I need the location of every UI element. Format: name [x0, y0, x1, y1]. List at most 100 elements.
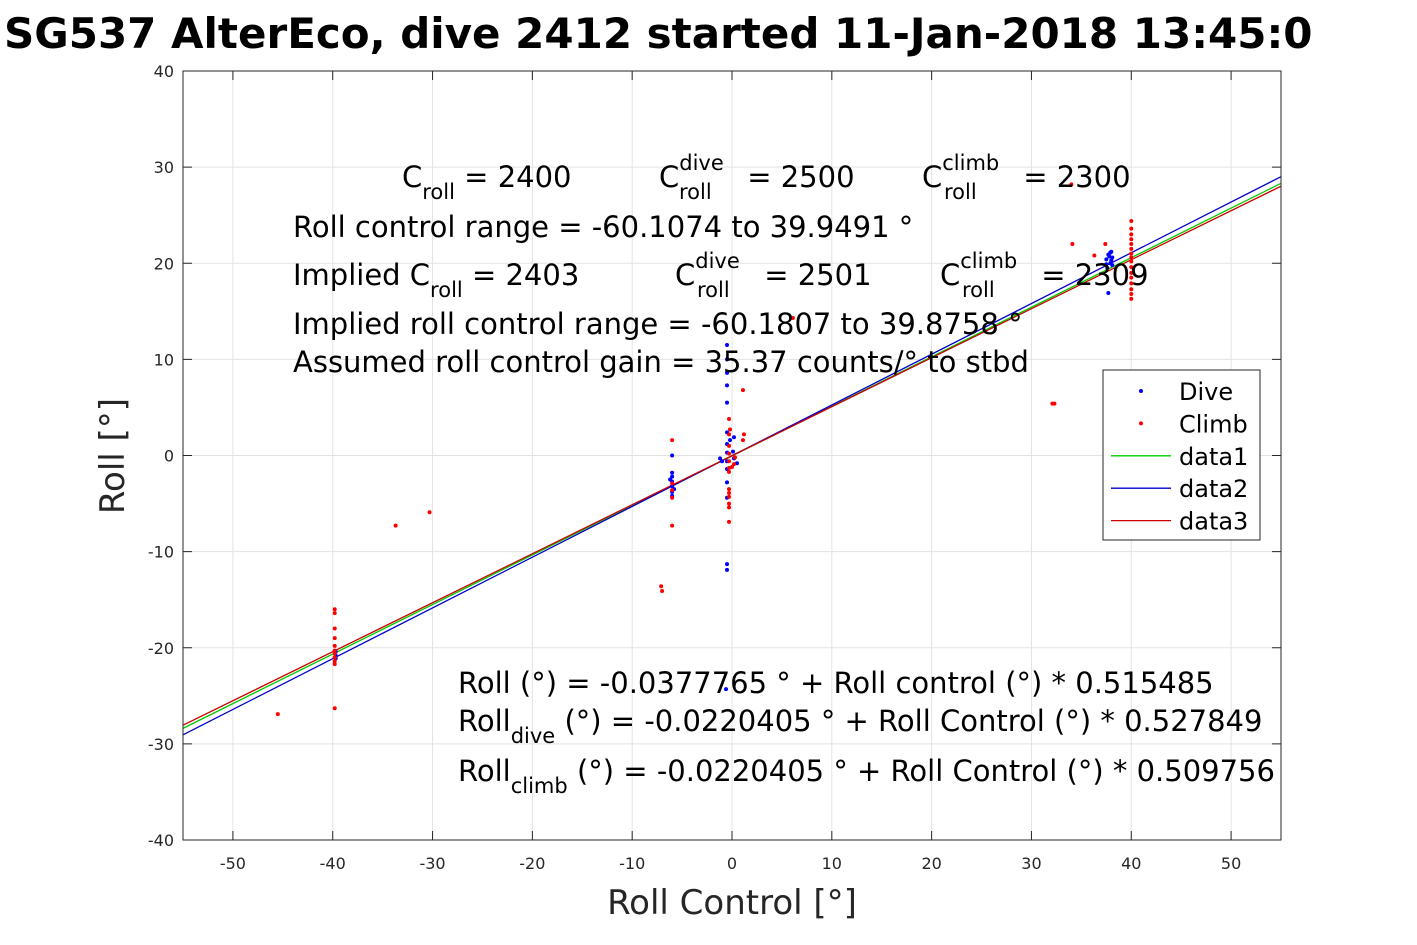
- point-climb: [1129, 246, 1134, 251]
- point-climb: [727, 451, 732, 456]
- series-layer: [182, 176, 1282, 736]
- implied-range-text: Implied roll control range = -60.1807 to…: [293, 307, 1023, 341]
- point-dive: [728, 438, 733, 443]
- point-climb: [1129, 237, 1134, 242]
- point-climb: [1129, 255, 1134, 260]
- point-dive: [1104, 262, 1109, 267]
- y-tick-label: 20: [154, 254, 174, 273]
- point-climb: [727, 490, 732, 495]
- chart-title: SG537 AlterEco, dive 2412 started 11-Jan…: [4, 9, 1312, 58]
- point-dive: [670, 474, 675, 479]
- fit-climb-text: Rollclimb (°) = -0.0220405 ° + Roll Cont…: [458, 754, 1275, 798]
- x-tick-label: 20: [921, 854, 941, 873]
- fit-all-text: Roll (°) = -0.0377765 ° + Roll control (…: [458, 666, 1214, 700]
- point-climb: [332, 643, 337, 648]
- point-climb: [1129, 251, 1134, 256]
- point-climb: [730, 465, 734, 470]
- point-climb: [732, 455, 737, 460]
- x-tick-label: 50: [1221, 854, 1241, 873]
- point-dive: [725, 400, 730, 405]
- point-dive: [725, 357, 730, 362]
- point-climb: [727, 416, 732, 421]
- point-climb: [1069, 182, 1074, 187]
- point-dive: [670, 470, 675, 475]
- implied-c-climb-text: Cclimb roll = 2309: [940, 249, 1149, 302]
- point-climb: [275, 712, 280, 717]
- point-climb: [740, 388, 745, 393]
- point-climb: [1092, 253, 1097, 258]
- point-dive: [724, 687, 729, 692]
- point-climb: [670, 481, 675, 486]
- point-dive: [1106, 291, 1111, 296]
- point-climb: [740, 438, 745, 443]
- legend-marker-climb: [1139, 421, 1143, 426]
- point-climb: [332, 655, 337, 660]
- point-climb: [670, 495, 675, 500]
- point-climb: [727, 443, 732, 448]
- point-climb: [670, 523, 675, 528]
- x-tick-label: 40: [1121, 854, 1141, 873]
- gain-text: Assumed roll control gain = 35.37 counts…: [293, 345, 1029, 379]
- point-climb: [660, 589, 665, 594]
- point-dive: [725, 370, 730, 375]
- point-climb: [728, 427, 733, 432]
- y-tick-label: 40: [154, 62, 174, 81]
- point-climb: [727, 487, 732, 492]
- point-dive: [670, 453, 675, 458]
- point-climb: [1129, 242, 1134, 247]
- legend-label: Climb: [1179, 410, 1248, 438]
- y-tick-label: -20: [148, 639, 174, 658]
- x-tick-label: -50: [220, 854, 246, 873]
- point-climb: [659, 584, 664, 589]
- point-climb: [332, 662, 337, 667]
- point-climb: [1129, 259, 1134, 264]
- point-climb: [332, 626, 337, 631]
- point-climb: [332, 648, 337, 653]
- point-dive: [718, 456, 723, 461]
- legend-marker-dive: [1139, 389, 1143, 393]
- point-dive: [668, 477, 673, 482]
- roll-control-range-text: Roll control range = -60.1074 to 39.9491…: [293, 210, 913, 244]
- legend-label: data2: [1179, 475, 1248, 503]
- x-tick-label: 30: [1021, 854, 1041, 873]
- y-axis-label: Roll [°]: [93, 398, 133, 514]
- y-tick-label: -40: [148, 831, 174, 850]
- point-dive: [725, 383, 730, 388]
- point-climb: [1129, 287, 1134, 292]
- point-climb: [727, 432, 732, 437]
- y-tick-label: -10: [148, 543, 174, 562]
- x-tick-label: 0: [727, 854, 737, 873]
- y-tick-label: -30: [148, 735, 174, 754]
- point-climb: [670, 438, 675, 443]
- point-climb: [1129, 226, 1134, 231]
- c-roll-text: Croll = 2400: [402, 160, 572, 204]
- x-tick-label: -10: [619, 854, 645, 873]
- point-dive: [725, 562, 730, 567]
- fit-equations: Roll (°) = -0.0377765 ° + Roll control (…: [458, 666, 1275, 798]
- fit-dive-text: Rolldive (°) = -0.0220405 ° + Roll Contr…: [458, 704, 1262, 748]
- point-climb: [731, 462, 736, 467]
- point-climb: [670, 488, 675, 493]
- y-tick-label: 10: [154, 350, 174, 369]
- point-climb: [332, 651, 337, 656]
- point-dive: [1108, 261, 1113, 266]
- point-climb: [332, 636, 337, 641]
- point-climb: [727, 519, 732, 524]
- legend-label: data1: [1179, 443, 1248, 471]
- point-climb: [727, 501, 732, 506]
- x-tick-label: 10: [822, 854, 842, 873]
- point-dive: [725, 567, 730, 572]
- point-climb: [1129, 265, 1134, 270]
- legend-box: [1102, 369, 1261, 541]
- legend-label: data3: [1179, 508, 1248, 536]
- point-climb: [1052, 401, 1057, 406]
- implied-c-roll-text: Implied Croll = 2403: [293, 258, 579, 302]
- point-climb: [727, 494, 732, 499]
- point-dive: [1104, 257, 1109, 262]
- point-climb: [1103, 242, 1108, 247]
- x-tick-label: -20: [519, 854, 545, 873]
- legend-label: Dive: [1179, 378, 1233, 406]
- point-climb: [727, 505, 732, 510]
